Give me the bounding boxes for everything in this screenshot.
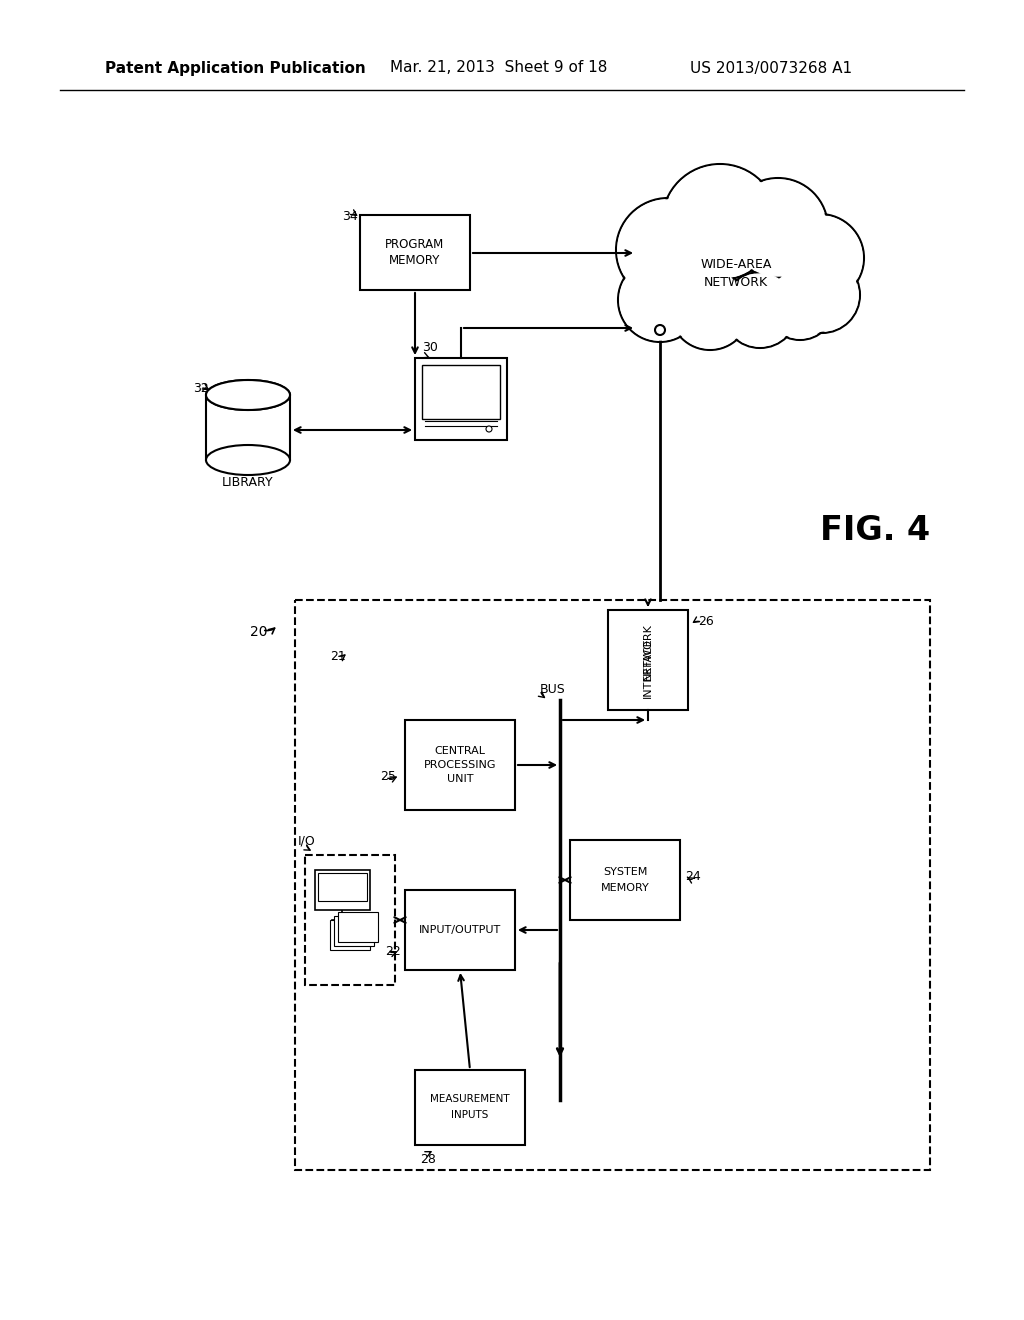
Text: SYSTEM: SYSTEM <box>603 867 647 876</box>
Circle shape <box>655 325 665 335</box>
Text: 26: 26 <box>698 615 714 628</box>
Text: WIDE-AREA: WIDE-AREA <box>700 259 772 272</box>
Bar <box>315 870 370 909</box>
Text: 20: 20 <box>250 624 267 639</box>
Text: BUS: BUS <box>540 682 565 696</box>
Text: 24: 24 <box>685 870 700 883</box>
Text: Patent Application Publication: Patent Application Publication <box>105 61 366 75</box>
Text: INPUTS: INPUTS <box>452 1110 488 1121</box>
Circle shape <box>672 272 748 348</box>
Text: INPUT/OUTPUT: INPUT/OUTPUT <box>419 925 501 935</box>
Bar <box>338 912 378 942</box>
Circle shape <box>486 426 492 432</box>
Circle shape <box>670 271 750 350</box>
Bar <box>305 855 395 985</box>
Text: FIG. 4: FIG. 4 <box>820 513 930 546</box>
Text: NETWORK: NETWORK <box>703 276 768 289</box>
Text: INTERFACE: INTERFACE <box>643 638 653 698</box>
Text: PROGRAM: PROGRAM <box>385 238 444 251</box>
Bar <box>295 601 930 1170</box>
Circle shape <box>784 257 860 333</box>
Bar <box>330 920 370 950</box>
Text: MEASUREMENT: MEASUREMENT <box>430 1094 510 1105</box>
Bar <box>422 366 500 418</box>
Text: 28: 28 <box>420 1152 436 1166</box>
Circle shape <box>620 260 700 341</box>
Bar <box>415 358 507 440</box>
Bar <box>360 215 470 290</box>
Circle shape <box>662 164 778 280</box>
Text: PROCESSING: PROCESSING <box>424 760 497 770</box>
Circle shape <box>728 178 828 279</box>
Text: Mar. 21, 2013  Sheet 9 of 18: Mar. 21, 2013 Sheet 9 of 18 <box>390 61 607 75</box>
Text: MEMORY: MEMORY <box>601 883 649 894</box>
Circle shape <box>664 166 776 279</box>
Text: MEMORY: MEMORY <box>389 253 440 267</box>
Bar <box>318 873 367 902</box>
Circle shape <box>618 257 702 342</box>
Bar <box>608 610 688 710</box>
Bar <box>206 395 290 459</box>
Circle shape <box>724 275 796 346</box>
Text: US 2013/0073268 A1: US 2013/0073268 A1 <box>690 61 852 75</box>
Bar <box>406 890 515 970</box>
Ellipse shape <box>206 445 290 475</box>
Text: 32: 32 <box>193 381 209 395</box>
Bar <box>406 719 515 810</box>
Circle shape <box>765 271 835 341</box>
Circle shape <box>730 180 826 276</box>
Circle shape <box>722 272 798 348</box>
Text: 21: 21 <box>330 649 346 663</box>
Text: NETWORK: NETWORK <box>643 623 653 680</box>
Ellipse shape <box>206 380 290 411</box>
Ellipse shape <box>206 380 290 411</box>
Circle shape <box>616 198 720 302</box>
Bar <box>570 840 680 920</box>
Text: 25: 25 <box>380 770 396 783</box>
Text: 30: 30 <box>422 341 438 354</box>
Circle shape <box>767 272 833 338</box>
Bar <box>415 1071 525 1144</box>
Bar <box>334 916 374 946</box>
Circle shape <box>776 214 864 302</box>
Text: UNIT: UNIT <box>446 774 473 784</box>
Circle shape <box>618 201 718 300</box>
Text: CENTRAL: CENTRAL <box>434 746 485 756</box>
Text: I/O: I/O <box>298 836 315 847</box>
Circle shape <box>778 216 862 300</box>
Text: 22: 22 <box>385 945 400 958</box>
Text: 34: 34 <box>342 210 357 223</box>
Circle shape <box>786 259 858 331</box>
Text: LIBRARY: LIBRARY <box>222 475 273 488</box>
